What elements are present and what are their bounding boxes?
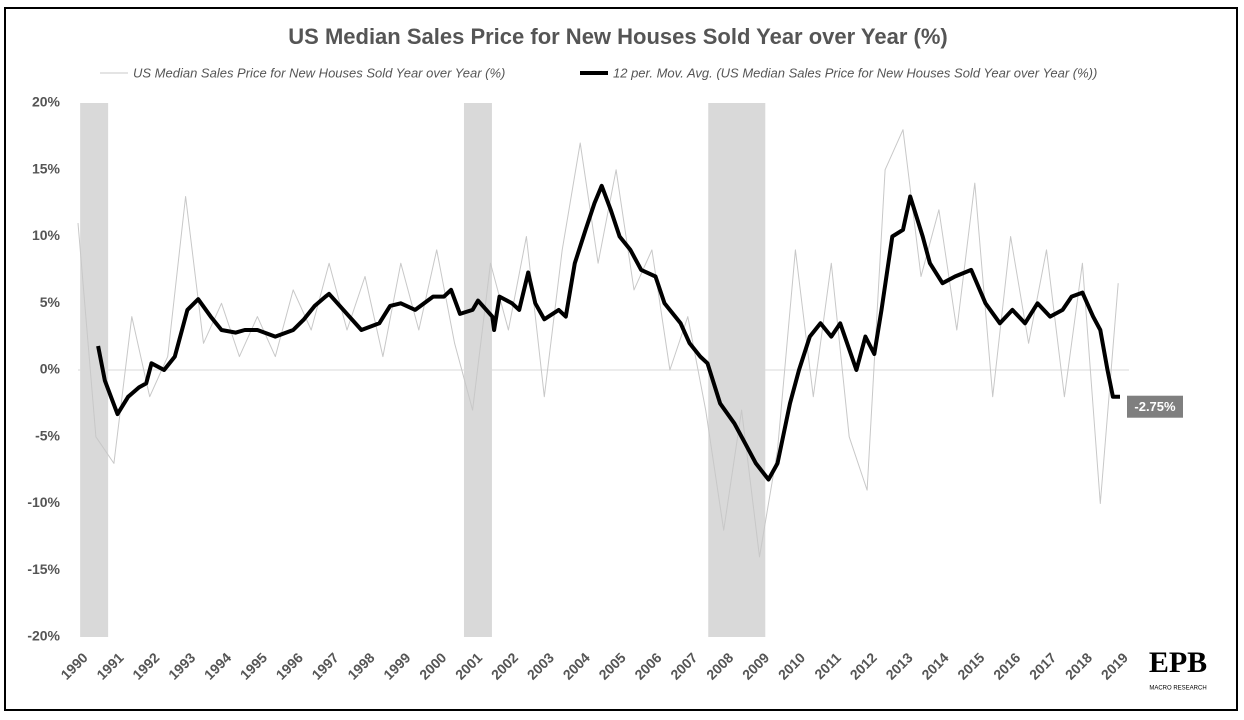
y-tick-label: -5% <box>35 427 60 443</box>
frame <box>4 7 1238 711</box>
y-tick-label: -10% <box>27 494 60 510</box>
annotation-box <box>1127 395 1183 418</box>
series-line <box>96 183 1120 482</box>
y-tick-label: 20% <box>32 94 61 110</box>
chart-title: US Median Sales Price for New Houses Sol… <box>288 24 947 49</box>
y-tick-label: 0% <box>40 361 61 377</box>
y-tick-label: 10% <box>32 227 61 243</box>
y-tick-label: -20% <box>27 628 60 644</box>
annotation: -2.75% <box>1134 399 1176 414</box>
logo: EPB <box>1149 646 1207 679</box>
y-tick-label: -15% <box>27 561 60 577</box>
y-tick-label: 5% <box>40 294 61 310</box>
legend-label: US Median Sales Price for New Houses Sol… <box>133 65 505 80</box>
legend-label: 12 per. Mov. Avg. (US Median Sales Price… <box>613 65 1097 80</box>
logo-tagline: MACRO RESEARCH <box>1149 686 1206 692</box>
y-tick-label: 15% <box>32 160 61 176</box>
